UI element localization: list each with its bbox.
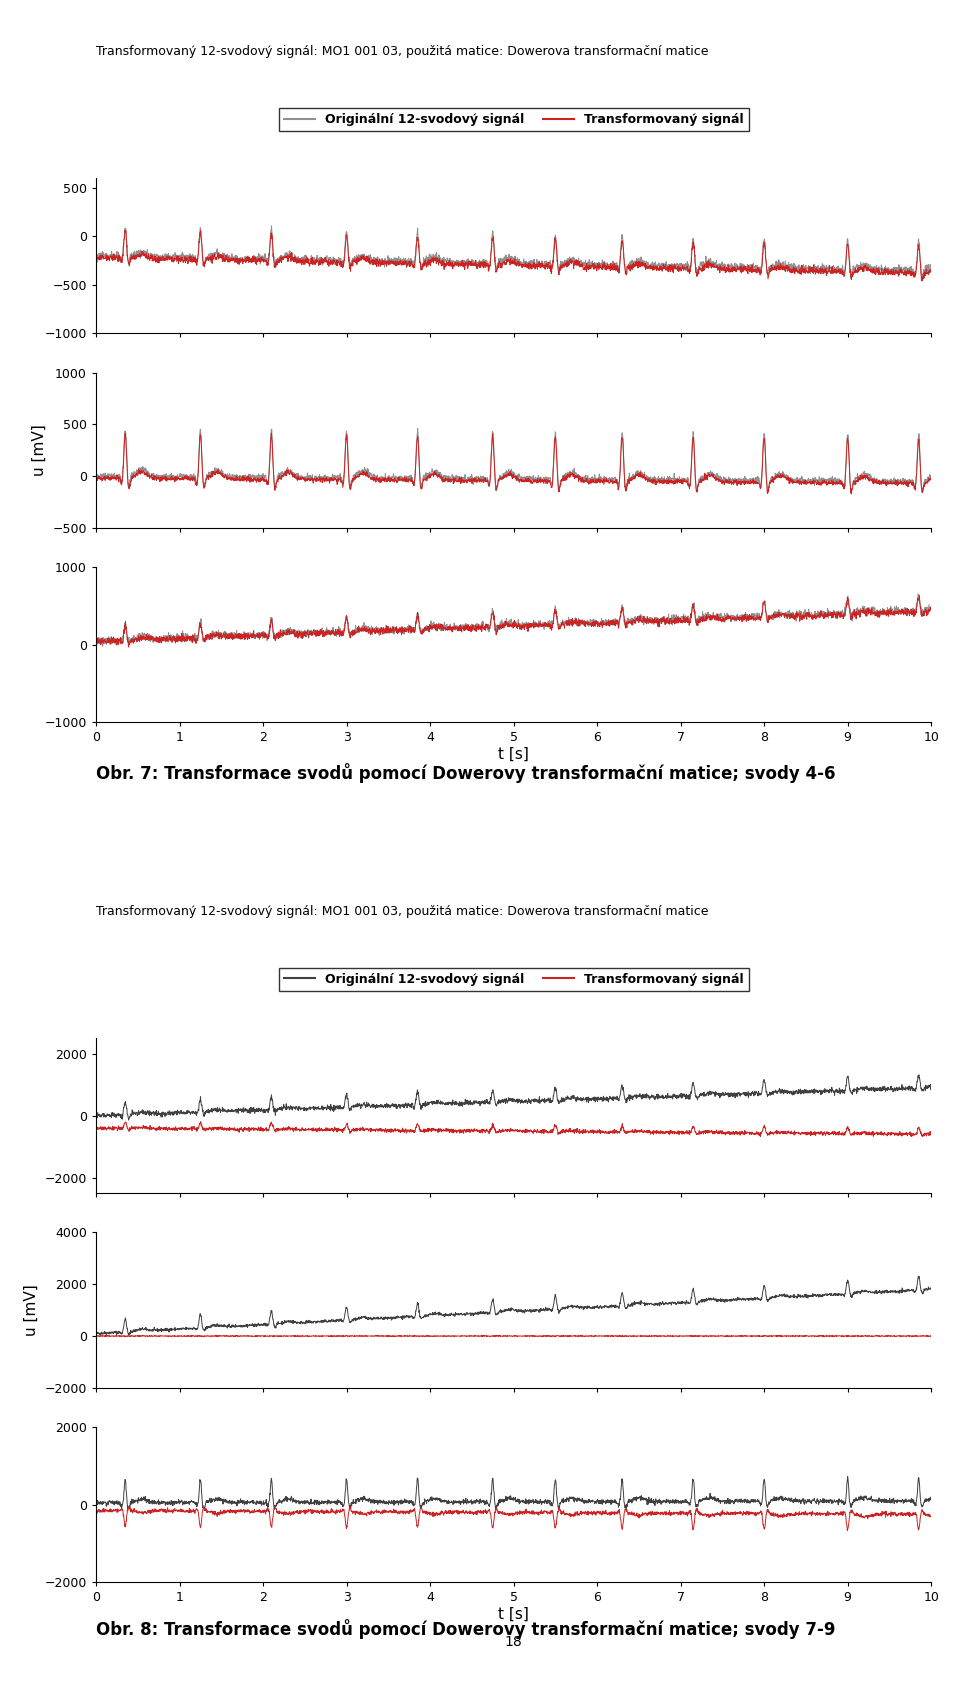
Y-axis label: u [mV]: u [mV] (32, 425, 47, 476)
Text: Obr. 7: Transformace svodů pomocí Dowerovy transformační matice; svody 4-6: Obr. 7: Transformace svodů pomocí Dowero… (96, 763, 835, 783)
Text: Obr. 8: Transformace svodů pomocí Dowerovy transformační matice; svody 7-9: Obr. 8: Transformace svodů pomocí Dowero… (96, 1618, 835, 1638)
Text: Transformovaný 12-svodový signál: MO1 001 03, použitá matice: Dowerova transform: Transformovaný 12-svodový signál: MO1 00… (96, 46, 708, 57)
Text: 18: 18 (505, 1635, 522, 1650)
Text: Transformovaný 12-svodový signál: MO1 001 03, použitá matice: Dowerova transform: Transformovaný 12-svodový signál: MO1 00… (96, 904, 708, 918)
X-axis label: t [s]: t [s] (498, 747, 529, 763)
Legend: Originální 12-svodový signál, Transformovaný signál: Originální 12-svodový signál, Transformo… (278, 968, 749, 990)
Y-axis label: u [mV]: u [mV] (24, 1284, 39, 1336)
X-axis label: t [s]: t [s] (498, 1608, 529, 1623)
Legend: Originální 12-svodový signál, Transformovaný signál: Originální 12-svodový signál, Transformo… (278, 108, 749, 132)
